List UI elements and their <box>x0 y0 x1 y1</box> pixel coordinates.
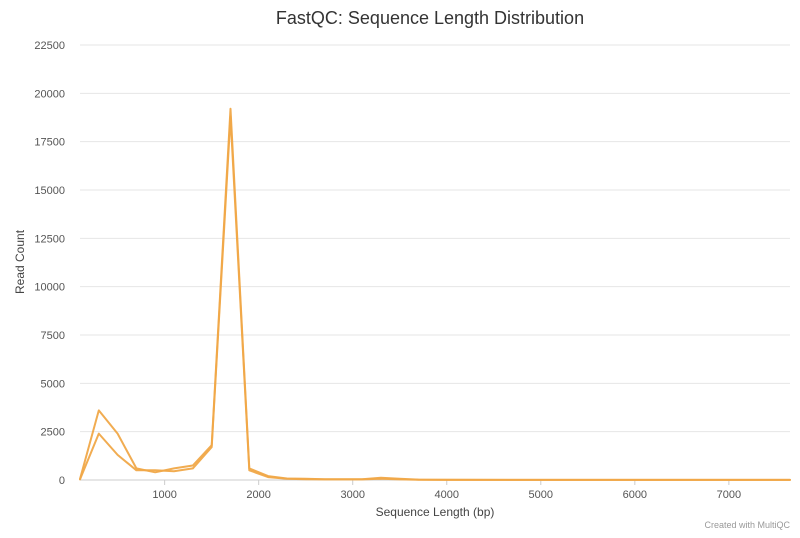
grid-lines <box>80 44 790 481</box>
x-tick-label: 7000 <box>717 489 741 501</box>
x-axis-title: Sequence Length (bp) <box>376 505 495 519</box>
series-line-2 <box>79 115 791 481</box>
y-tick-label: 0 <box>59 475 65 487</box>
x-tick-label: 4000 <box>435 489 459 501</box>
x-tick-label: 5000 <box>529 489 553 501</box>
y-tick-label: 12500 <box>34 233 65 245</box>
y-tick-label: 7500 <box>41 330 65 342</box>
series-line-1 <box>79 107 791 481</box>
y-tick-label: 10000 <box>34 282 65 294</box>
y-axis-title: Read Count <box>13 229 27 294</box>
x-tick-label: 2000 <box>246 489 270 501</box>
x-axis: 1000 2000 3000 4000 5000 6000 7000 <box>80 479 790 501</box>
x-tick-label: 6000 <box>623 489 647 501</box>
x-tick-label: 1000 <box>152 489 176 501</box>
y-tick-label: 15000 <box>34 185 65 197</box>
y-tick-label: 17500 <box>34 137 65 149</box>
y-tick-label: 20000 <box>34 88 65 100</box>
y-axis: 0 2500 5000 7500 10000 12500 15000 17500 20000 22… <box>34 40 65 487</box>
credit-text: Created with MultiQC <box>704 520 790 530</box>
x-tick-label: 3000 <box>340 489 364 501</box>
series-lines <box>79 107 791 481</box>
chart-title: FastQC: Sequence Length Distribution <box>276 8 584 28</box>
y-tick-label: 5000 <box>41 378 65 390</box>
y-tick-label: 22500 <box>34 40 65 52</box>
y-tick-label: 2500 <box>41 427 65 439</box>
